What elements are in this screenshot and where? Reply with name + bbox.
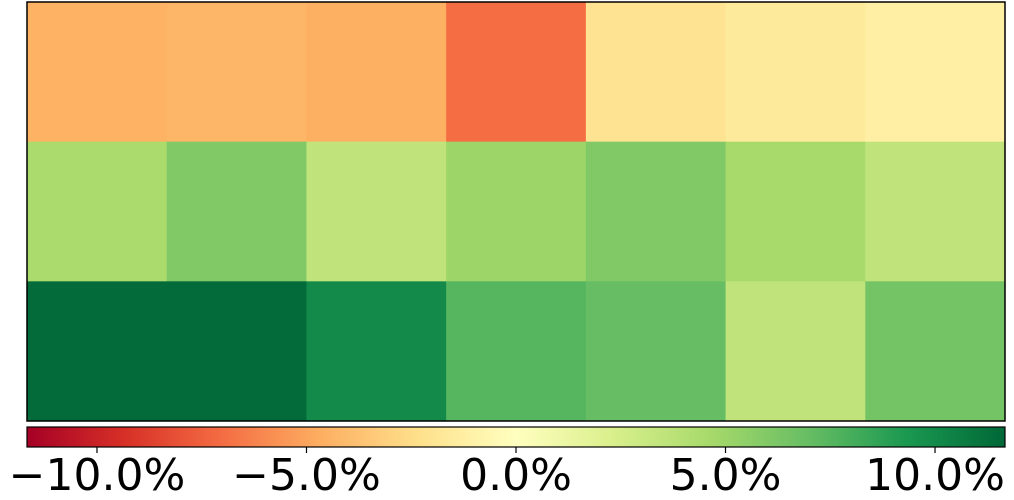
heatmap-cell (306, 2, 447, 143)
colorbar-tick-label: 0.0% (460, 450, 572, 500)
heatmap-cell (865, 141, 1006, 282)
heatmap-cell (27, 2, 168, 143)
heatmap-cell (446, 2, 587, 143)
colorbar-tick-label: 5.0% (670, 450, 782, 500)
colorbar-tick-label: −5.0% (232, 450, 381, 500)
heatmap-cell (446, 141, 587, 282)
heatmap-cell (725, 141, 866, 282)
heatmap-cell (585, 141, 727, 282)
heatmap-cell (446, 281, 587, 422)
heatmap-cell (306, 281, 447, 422)
heatmap-cell (166, 141, 307, 282)
colorbar-tick-label: 10.0% (865, 450, 1005, 500)
heatmap-cell (725, 2, 866, 143)
heatmap-cell (585, 281, 727, 422)
heatmap-cell (166, 2, 307, 143)
heatmap-cell (27, 281, 168, 422)
colorbar-tick-label: −10.0% (9, 450, 186, 500)
heatmap-cell (166, 281, 307, 422)
plot-frame (26, 1, 1006, 422)
heatmap-cell (585, 2, 727, 143)
heatmap-cell (865, 281, 1006, 422)
heatmap-cell (865, 2, 1006, 143)
colorbar (26, 426, 1006, 448)
heatmap-cell (27, 141, 168, 282)
heatmap-cell (306, 141, 447, 282)
heatmap-cell (725, 281, 866, 422)
